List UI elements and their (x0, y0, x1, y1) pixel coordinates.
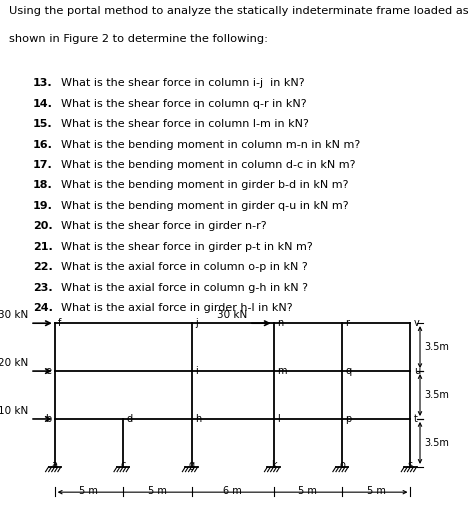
Text: c: c (120, 460, 126, 470)
Text: What is the shear force in girder n-r?: What is the shear force in girder n-r? (61, 221, 267, 231)
Text: 30 kN: 30 kN (217, 310, 247, 320)
Text: What is the axial force in column o-p in kN ?: What is the axial force in column o-p in… (61, 262, 308, 272)
Text: d: d (126, 414, 133, 424)
Text: 23.: 23. (33, 282, 53, 293)
Text: What is the bending moment in girder q-u in kN m?: What is the bending moment in girder q-u… (61, 201, 349, 211)
Text: 24.: 24. (33, 303, 53, 313)
Text: What is the shear force in girder p-t in kN m?: What is the shear force in girder p-t in… (61, 242, 313, 252)
Text: 5 m: 5 m (367, 486, 386, 496)
Text: 3.5m: 3.5m (425, 342, 450, 352)
Text: 20 kN: 20 kN (0, 357, 28, 367)
Text: 10 kN: 10 kN (0, 406, 28, 416)
Text: Using the portal method to analyze the statically indeterminate frame loaded as: Using the portal method to analyze the s… (9, 6, 469, 16)
Text: f: f (58, 318, 61, 328)
Text: What is the shear force in column l-m in kN?: What is the shear force in column l-m in… (61, 119, 309, 129)
Text: 30 kN: 30 kN (0, 310, 28, 320)
Text: s: s (408, 460, 413, 470)
Text: 3.5m: 3.5m (425, 438, 450, 448)
Text: g: g (188, 460, 194, 470)
Text: 22.: 22. (33, 262, 53, 272)
Text: b: b (45, 414, 51, 424)
Text: What is the bending moment in column d-c in kN m?: What is the bending moment in column d-c… (61, 160, 356, 170)
Text: 14.: 14. (33, 99, 53, 109)
Text: What is the axial force in girder h-l in kN?: What is the axial force in girder h-l in… (61, 303, 293, 313)
Text: 5 m: 5 m (79, 486, 98, 496)
Text: 6 m: 6 m (223, 486, 242, 496)
Text: v: v (414, 318, 420, 328)
Text: i: i (195, 366, 198, 376)
Text: 17.: 17. (33, 160, 53, 170)
Text: k: k (271, 460, 277, 470)
Text: u: u (414, 366, 420, 376)
Text: 5 m: 5 m (298, 486, 317, 496)
Text: shown in Figure 2 to determine the following:: shown in Figure 2 to determine the follo… (9, 34, 269, 44)
Text: e: e (45, 366, 51, 376)
Text: h: h (195, 414, 201, 424)
Text: 16.: 16. (33, 139, 53, 149)
Text: p: p (346, 414, 352, 424)
Text: 5 m: 5 m (148, 486, 167, 496)
Text: What is the bending moment in girder b-d in kN m?: What is the bending moment in girder b-d… (61, 181, 349, 191)
Text: n: n (277, 318, 283, 328)
Text: a: a (52, 460, 58, 470)
Text: 20.: 20. (33, 221, 53, 231)
Text: 21.: 21. (33, 242, 53, 252)
Text: l: l (277, 414, 280, 424)
Text: t: t (414, 414, 418, 424)
Text: What is the shear force in column i-j  in kN?: What is the shear force in column i-j in… (61, 78, 305, 88)
Text: r: r (346, 318, 349, 328)
Text: What is the axial force in column g-h in kN ?: What is the axial force in column g-h in… (61, 282, 308, 293)
Text: What is the bending moment in column m-n in kN m?: What is the bending moment in column m-n… (61, 139, 361, 149)
Text: 13.: 13. (33, 78, 53, 88)
Text: 3.5m: 3.5m (425, 390, 450, 400)
Text: 18.: 18. (33, 181, 53, 191)
Text: o: o (339, 460, 345, 470)
Text: m: m (277, 366, 287, 376)
Text: What is the shear force in column q-r in kN?: What is the shear force in column q-r in… (61, 99, 307, 109)
Text: j: j (195, 318, 198, 328)
Text: 19.: 19. (33, 201, 53, 211)
Text: q: q (346, 366, 352, 376)
Text: 15.: 15. (33, 119, 53, 129)
